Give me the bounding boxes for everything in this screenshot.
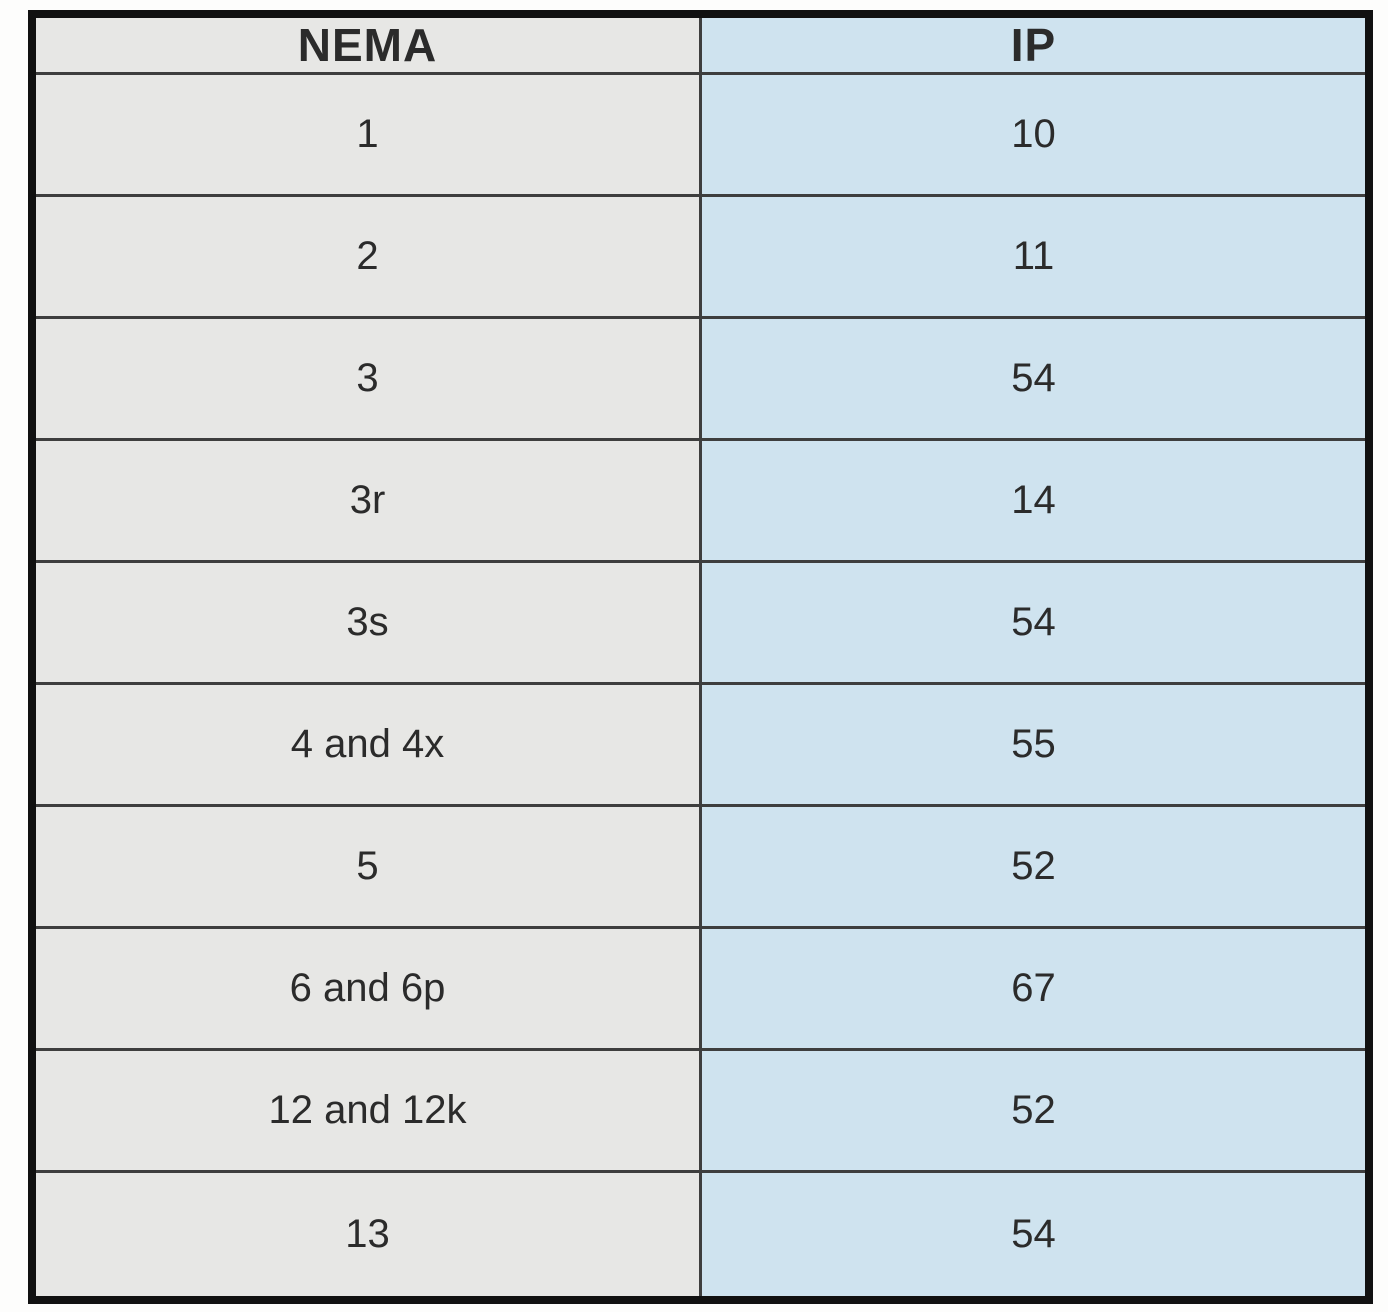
conversion-table: NEMA IP 1 10 2 11 3 54 3r 14 3s <box>28 10 1373 1304</box>
nema-cell: 1 <box>30 72 702 197</box>
table-row: 1 10 <box>30 72 1371 197</box>
table-row: 13 54 <box>30 1170 1371 1302</box>
ip-cell: 54 <box>699 1170 1371 1302</box>
table-row: 2 11 <box>30 194 1371 319</box>
nema-cell: 3s <box>30 560 702 685</box>
column-header-ip: IP <box>699 12 1371 75</box>
nema-cell: 13 <box>30 1170 702 1302</box>
ip-cell: 52 <box>699 804 1371 929</box>
table-row: 4 and 4x 55 <box>30 682 1371 807</box>
ip-cell: 54 <box>699 560 1371 685</box>
table-row: 6 and 6p 67 <box>30 926 1371 1051</box>
nema-cell: 3 <box>30 316 702 441</box>
header-row: NEMA IP <box>30 12 1371 75</box>
ip-cell: 55 <box>699 682 1371 807</box>
table-row: 3 54 <box>30 316 1371 441</box>
ip-cell: 11 <box>699 194 1371 319</box>
table-row: 12 and 12k 52 <box>30 1048 1371 1173</box>
table-row: 5 52 <box>30 804 1371 929</box>
nema-cell: 12 and 12k <box>30 1048 702 1173</box>
nema-cell: 5 <box>30 804 702 929</box>
ip-cell: 10 <box>699 72 1371 197</box>
nema-cell: 6 and 6p <box>30 926 702 1051</box>
nema-ip-conversion-table: NEMA IP 1 10 2 11 3 54 3r 14 3s <box>28 10 1373 1304</box>
ip-cell: 67 <box>699 926 1371 1051</box>
ip-cell: 14 <box>699 438 1371 563</box>
ip-cell: 54 <box>699 316 1371 441</box>
table-row: 3r 14 <box>30 438 1371 563</box>
nema-cell: 2 <box>30 194 702 319</box>
table-row: 3s 54 <box>30 560 1371 685</box>
ip-cell: 52 <box>699 1048 1371 1173</box>
nema-cell: 3r <box>30 438 702 563</box>
nema-cell: 4 and 4x <box>30 682 702 807</box>
column-header-nema: NEMA <box>30 12 702 75</box>
